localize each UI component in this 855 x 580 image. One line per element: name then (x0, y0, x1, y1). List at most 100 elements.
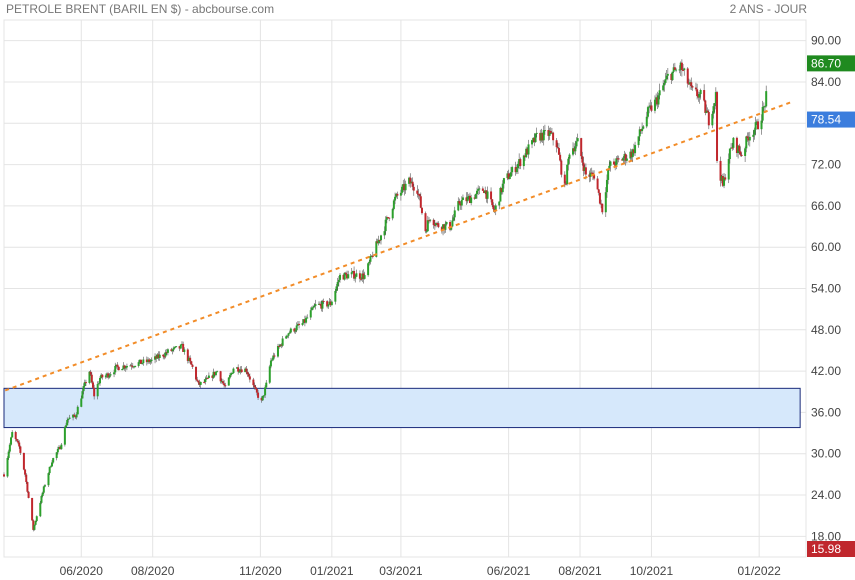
candle-body (703, 90, 706, 101)
candle-body (7, 451, 10, 458)
candle-body (27, 491, 30, 498)
candle-body (402, 184, 405, 187)
candle-body (99, 378, 102, 384)
candle-body (100, 374, 103, 379)
candle-body (187, 357, 190, 361)
candle-body (204, 379, 207, 383)
candle-body (90, 374, 93, 383)
candle-body (178, 346, 181, 349)
candle-body (83, 382, 86, 387)
candle-body (355, 273, 358, 277)
candle-body (148, 359, 151, 363)
candle-body (162, 354, 165, 357)
candle-body (753, 129, 756, 135)
candle-body (713, 103, 716, 107)
candle-body (6, 457, 9, 477)
candle-body (279, 344, 282, 347)
candle-body (183, 349, 186, 352)
candle-body (576, 138, 579, 142)
candle-body (591, 172, 594, 175)
candle-body (328, 301, 331, 305)
candle-body (261, 395, 264, 401)
candle-body (754, 122, 757, 130)
candle-body (679, 62, 682, 70)
candle-body (442, 224, 445, 231)
candle-body (639, 129, 642, 132)
candle-body (89, 371, 92, 375)
candle-body (82, 386, 85, 392)
candle-body (532, 137, 535, 141)
trendline-line (4, 100, 793, 392)
candle-body (575, 141, 578, 147)
candle-body (337, 279, 340, 282)
candle-body (566, 164, 569, 185)
candle-body (379, 235, 382, 241)
candle-body (191, 364, 194, 367)
candle-body (329, 301, 332, 306)
candle-body (170, 349, 173, 352)
candle-body (443, 224, 446, 230)
candle-body (573, 148, 576, 152)
candle-body (206, 377, 209, 379)
candle-body (330, 301, 333, 306)
candle-body (395, 193, 398, 197)
candle-body (197, 380, 200, 383)
candle-body (173, 346, 176, 348)
candle-body (262, 395, 265, 397)
candle-body (252, 379, 255, 386)
candle-body (683, 68, 686, 71)
candle-body (186, 349, 189, 361)
candle-body (164, 352, 167, 357)
candle-body (346, 274, 349, 279)
candle-body (533, 137, 536, 143)
candle-body (744, 148, 747, 156)
candle-body (706, 110, 709, 113)
candle-body (58, 446, 61, 450)
candle-body (281, 338, 284, 346)
candle-body (257, 392, 260, 398)
candle-body (336, 281, 339, 287)
candle-body (91, 382, 94, 388)
candle-body (740, 154, 743, 156)
candle-body (165, 352, 168, 354)
candle-body (615, 158, 618, 166)
candle-body (624, 154, 627, 161)
candle-body (254, 387, 257, 389)
candle-body (411, 181, 414, 187)
candle-body (519, 159, 522, 167)
candle-body (223, 383, 226, 386)
candle-body (453, 210, 456, 218)
candle-body (637, 136, 640, 146)
last-price-tag: 78.54 (811, 113, 841, 127)
candle-body (498, 201, 501, 206)
candle-body (542, 130, 545, 141)
candle-body (15, 439, 18, 441)
candle-body (623, 154, 626, 159)
candle-body (690, 82, 693, 87)
candle-body (63, 427, 66, 445)
candle-body (621, 159, 624, 161)
candle-body (72, 414, 75, 418)
candle-body (137, 362, 140, 366)
candle-body (617, 158, 620, 160)
candle-body (142, 359, 145, 364)
candle-body (714, 92, 717, 104)
candle-body (305, 317, 308, 323)
candle-body (147, 359, 150, 363)
trendline (4, 100, 793, 392)
candle-body (664, 79, 667, 83)
candle-body (109, 374, 112, 376)
candle-body (43, 485, 46, 487)
candle-body (391, 208, 394, 219)
candle-body (687, 83, 690, 85)
candle-body (55, 452, 58, 459)
candle-body (385, 217, 388, 220)
candle-body (572, 148, 575, 155)
candle-body (601, 203, 604, 213)
candle-body (418, 194, 421, 197)
candle-body (404, 183, 407, 191)
candle-body (445, 221, 448, 225)
candle-body (625, 158, 628, 161)
candle-body (114, 365, 117, 373)
